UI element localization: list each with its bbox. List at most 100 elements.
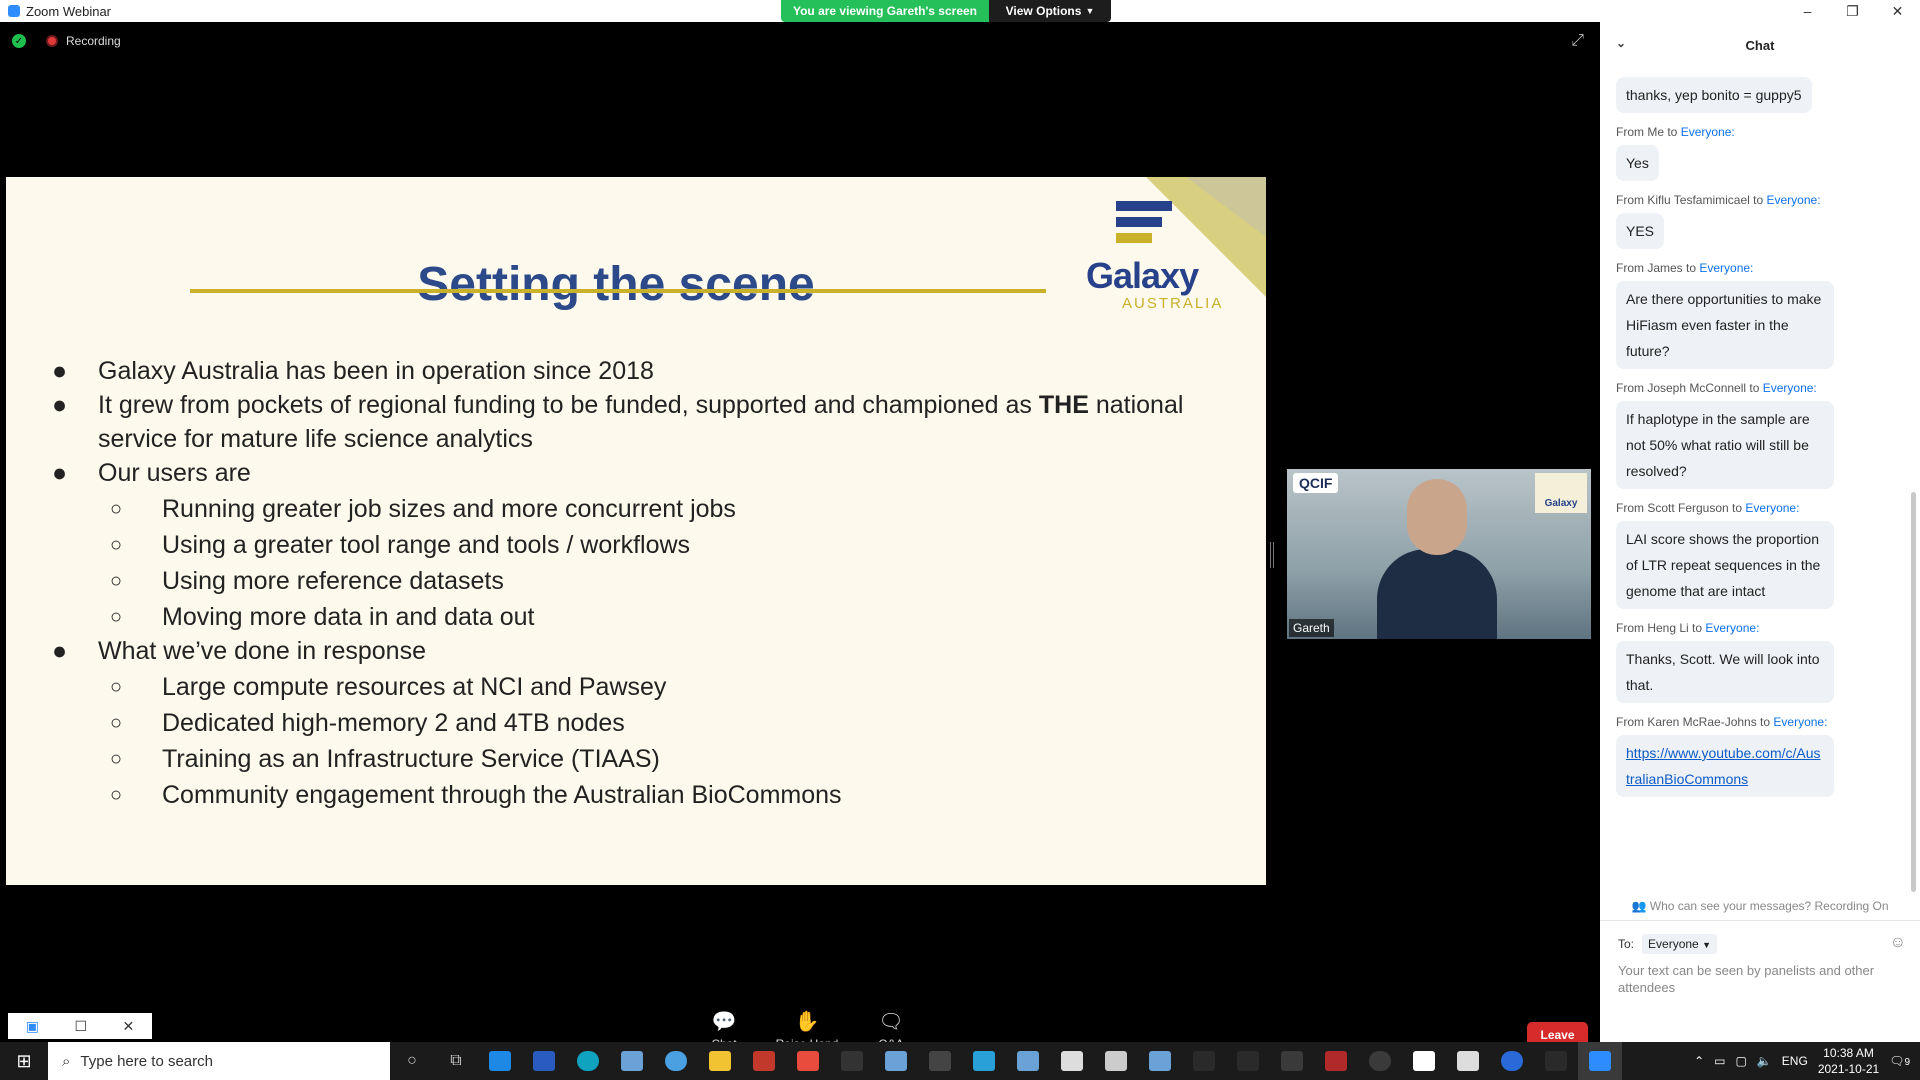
fullscreen-expand-icon[interactable]: ⤢ [1571,32,1584,49]
zoom-mini-icon[interactable]: ▣ [25,1017,39,1034]
app-icon[interactable] [874,1042,918,1080]
battery-icon[interactable]: ▭ [1714,1054,1726,1068]
app-icon[interactable] [1006,1042,1050,1080]
zoom-taskbar-icon[interactable] [1578,1042,1622,1080]
task-view-icon[interactable]: ⧉ [450,1052,462,1069]
panel-splitter-handle[interactable] [1270,542,1274,568]
app-icon[interactable] [1182,1042,1226,1080]
view-options-label: View Options [1005,4,1082,18]
sub-bullet-circle-icon: ○ [110,570,123,592]
chat-message: From Joseph McConnell to Everyone: If ha… [1616,381,1906,489]
app-icon[interactable] [610,1042,654,1080]
chevron-down-icon: ▼ [1702,940,1711,950]
logo-bar-icon [1116,233,1152,243]
message-bubble[interactable]: Yes [1616,145,1659,181]
bullet-text: Running greater job sizes and more concu… [162,495,736,523]
file-explorer-icon[interactable] [698,1042,742,1080]
sub-bullet-item: ○ Large compute resources at NCI and Paws… [46,670,1246,704]
close-icon[interactable]: ✕ [122,1017,135,1034]
network-icon[interactable]: ▢ [1735,1054,1747,1068]
taskbar-search-input[interactable]: ⌕ Type here to search [48,1042,390,1080]
logo-subtitle: AUSTRALIA [1122,295,1224,312]
cortana-icon[interactable]: ○ [407,1052,417,1069]
qcif-badge: QCIF [1293,473,1339,493]
speaker-video-tile[interactable]: QCIF Galaxy Gareth [1287,469,1591,639]
message-sender: From Me to Everyone: [1616,125,1906,139]
windows-taskbar: ⊞ ⌕ Type here to search ○ ⧉ ⌃ ▭ ▢ 🔈 ENG … [0,1042,1920,1080]
app-icon[interactable] [522,1042,566,1080]
app-icon[interactable] [962,1042,1006,1080]
recipient-select[interactable]: Everyone ▼ [1642,934,1717,954]
internet-explorer-icon[interactable] [478,1042,522,1080]
app-icon[interactable] [1534,1042,1578,1080]
sub-bullet-circle-icon: ○ [110,784,123,806]
chevron-up-icon[interactable]: ⌃ [1694,1054,1705,1068]
r-icon[interactable] [1490,1042,1534,1080]
recipient-text: Everyone: [1680,125,1735,139]
edge-icon[interactable] [566,1042,610,1080]
minimize-button[interactable]: – [1803,3,1812,19]
bullet-bold-text: THE [1038,391,1089,419]
language-indicator[interactable]: ENG [1781,1054,1808,1068]
app-icon[interactable] [1446,1042,1490,1080]
window-title: Zoom Webinar [26,3,112,19]
speaker-body [1377,549,1497,639]
emoji-icon[interactable]: ☺ [1889,934,1906,951]
bullet-item: ● Galaxy Australia has been in operation … [46,354,1246,388]
chat-message: From Karen McRae-Johns to Everyone: http… [1616,715,1906,797]
sender-text: From Karen McRae-Johns to [1616,715,1774,729]
recipient-text: Everyone: [1705,621,1760,635]
close-button[interactable]: ✕ [1891,2,1904,19]
app-icon[interactable] [1226,1042,1270,1080]
encryption-shield-icon[interactable]: ✓ [12,34,26,48]
bullet-text: Community engagement through the Austral… [162,781,842,809]
message-link[interactable]: https://www.youtube.com/c/AustralianBioC… [1616,735,1834,797]
maximize-icon[interactable]: ☐ [74,1017,88,1034]
github-icon[interactable] [1358,1042,1402,1080]
message-visibility-notice[interactable]: 👥 Who can see your messages? Recording O… [1600,899,1920,913]
message-bubble[interactable]: thanks, yep bonito = guppy5 [1616,77,1812,113]
bullet-text: It grew from pockets of regional funding… [98,391,1039,419]
chat-input[interactable]: Your text can be seen by panelists and o… [1618,963,1875,995]
volume-icon[interactable]: 🔈 [1756,1054,1772,1068]
notifications-icon[interactable]: 🗨9 [1889,1054,1910,1068]
app-icon[interactable] [1138,1042,1182,1080]
app-icon[interactable] [1050,1042,1094,1080]
chat-scrollbar[interactable] [1911,492,1916,892]
app-icon[interactable] [1094,1042,1138,1080]
app-icon[interactable] [1270,1042,1314,1080]
sender-text: From Me to [1616,125,1681,139]
logo-bar-icon [1116,217,1162,227]
clock[interactable]: 10:38 AM 2021-10-21 [1818,1045,1879,1077]
to-label: To: [1618,937,1635,951]
bullet-item: ● Our users are [46,456,1246,490]
app-icon[interactable] [918,1042,962,1080]
app-icon[interactable] [1402,1042,1446,1080]
message-bubble[interactable]: Are there opportunities to make HiFiasm … [1616,281,1834,369]
chat-header: ⌄ Chat [1600,22,1920,68]
sub-bullet-circle-icon: ○ [110,534,123,556]
chat-message-list[interactable]: thanks, yep bonito = guppy5 From Me to E… [1616,77,1906,797]
message-bubble[interactable]: Thanks, Scott. We will look into that. [1616,641,1834,703]
message-sender: From Karen McRae-Johns to Everyone: [1616,715,1906,729]
app-icon[interactable] [742,1042,786,1080]
graduation-cap-icon[interactable] [830,1042,874,1080]
message-bubble[interactable]: If haplotype in the sample are not 50% w… [1616,401,1834,489]
windows-start-icon[interactable]: ⊞ [16,1050,32,1071]
restore-button[interactable]: ❐ [1846,2,1859,19]
message-bubble[interactable]: LAI score shows the proportion of LTR re… [1616,521,1834,609]
message-sender: From Kiflu Tesfamimicael to Everyone: [1616,193,1906,207]
app-icon[interactable] [786,1042,830,1080]
sub-bullet-item: ○ Using a greater tool range and tools / … [46,528,1246,562]
globe-icon[interactable] [654,1042,698,1080]
message-bubble[interactable]: YES [1616,213,1665,249]
chevron-down-icon[interactable]: ⌄ [1616,36,1627,50]
app-icon[interactable] [1314,1042,1358,1080]
corner-decoration-icon [1146,177,1266,297]
meeting-stage: ✓ Recording ⤢ Setting the scene Galaxy A… [0,22,1600,1051]
view-options-button[interactable]: View Options ▼ [989,0,1111,22]
bullet-item: ● What we’ve done in response [46,634,1246,668]
sub-bullet-circle-icon: ○ [110,498,123,520]
notification-count: 9 [1904,1057,1910,1068]
sub-bullet-item: ○ Community engagement through the Austra… [46,778,1246,812]
